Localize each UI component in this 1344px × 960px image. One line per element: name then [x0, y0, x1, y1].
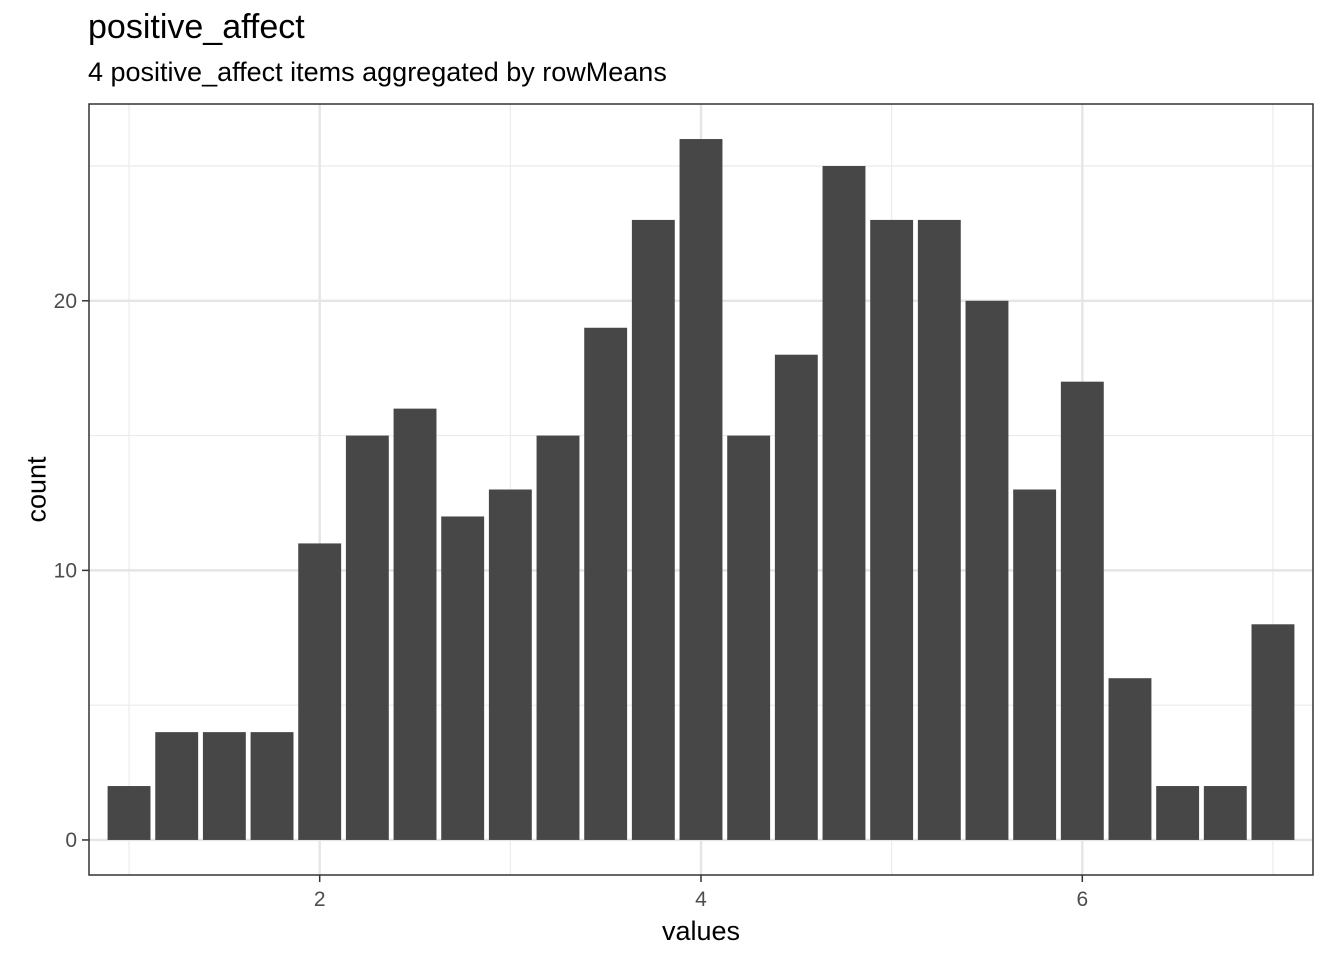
histogram-bar — [488, 489, 532, 840]
histogram-bar — [1013, 489, 1057, 840]
histogram-bar — [393, 408, 437, 840]
x-tick-label: 2 — [314, 888, 326, 911]
histogram-bar — [870, 219, 914, 840]
histogram-bar — [1156, 786, 1200, 840]
y-tick-label: 20 — [54, 290, 77, 313]
histogram-bar — [107, 786, 151, 840]
histogram-bar — [631, 219, 675, 840]
histogram-bar — [727, 435, 771, 840]
histogram-bar — [536, 435, 580, 840]
bars — [107, 139, 1295, 840]
histogram-bar — [298, 543, 342, 840]
histogram-bar — [822, 166, 866, 840]
x-tick-label: 6 — [1076, 888, 1088, 911]
histogram-bar — [965, 300, 1009, 840]
histogram-bar — [774, 354, 818, 840]
histogram-bar — [679, 139, 723, 840]
histogram-bar — [250, 732, 294, 840]
histogram-bar — [441, 516, 485, 840]
y-tick-label: 0 — [65, 829, 77, 852]
histogram-bar — [345, 435, 389, 840]
axis-ticks — [82, 300, 1084, 882]
y-tick-label: 10 — [54, 559, 77, 582]
histogram-bar — [584, 327, 628, 840]
chart-subtitle: 4 positive_affect items aggregated by ro… — [88, 57, 667, 87]
histogram-bar — [1251, 624, 1295, 840]
histogram-bar — [1108, 678, 1152, 840]
x-tick-label: 4 — [695, 888, 707, 911]
chart-title: positive_affect — [88, 8, 305, 46]
x-axis-title: values — [662, 916, 740, 946]
tick-labels: 2 4 6 0 10 20 — [54, 290, 1089, 911]
histogram-bar — [202, 732, 246, 840]
y-axis-title: count — [21, 456, 51, 523]
histogram-bar — [1203, 786, 1247, 840]
histogram-bar — [1060, 381, 1104, 840]
histogram-bar — [155, 732, 199, 840]
histogram-bar — [917, 219, 961, 840]
